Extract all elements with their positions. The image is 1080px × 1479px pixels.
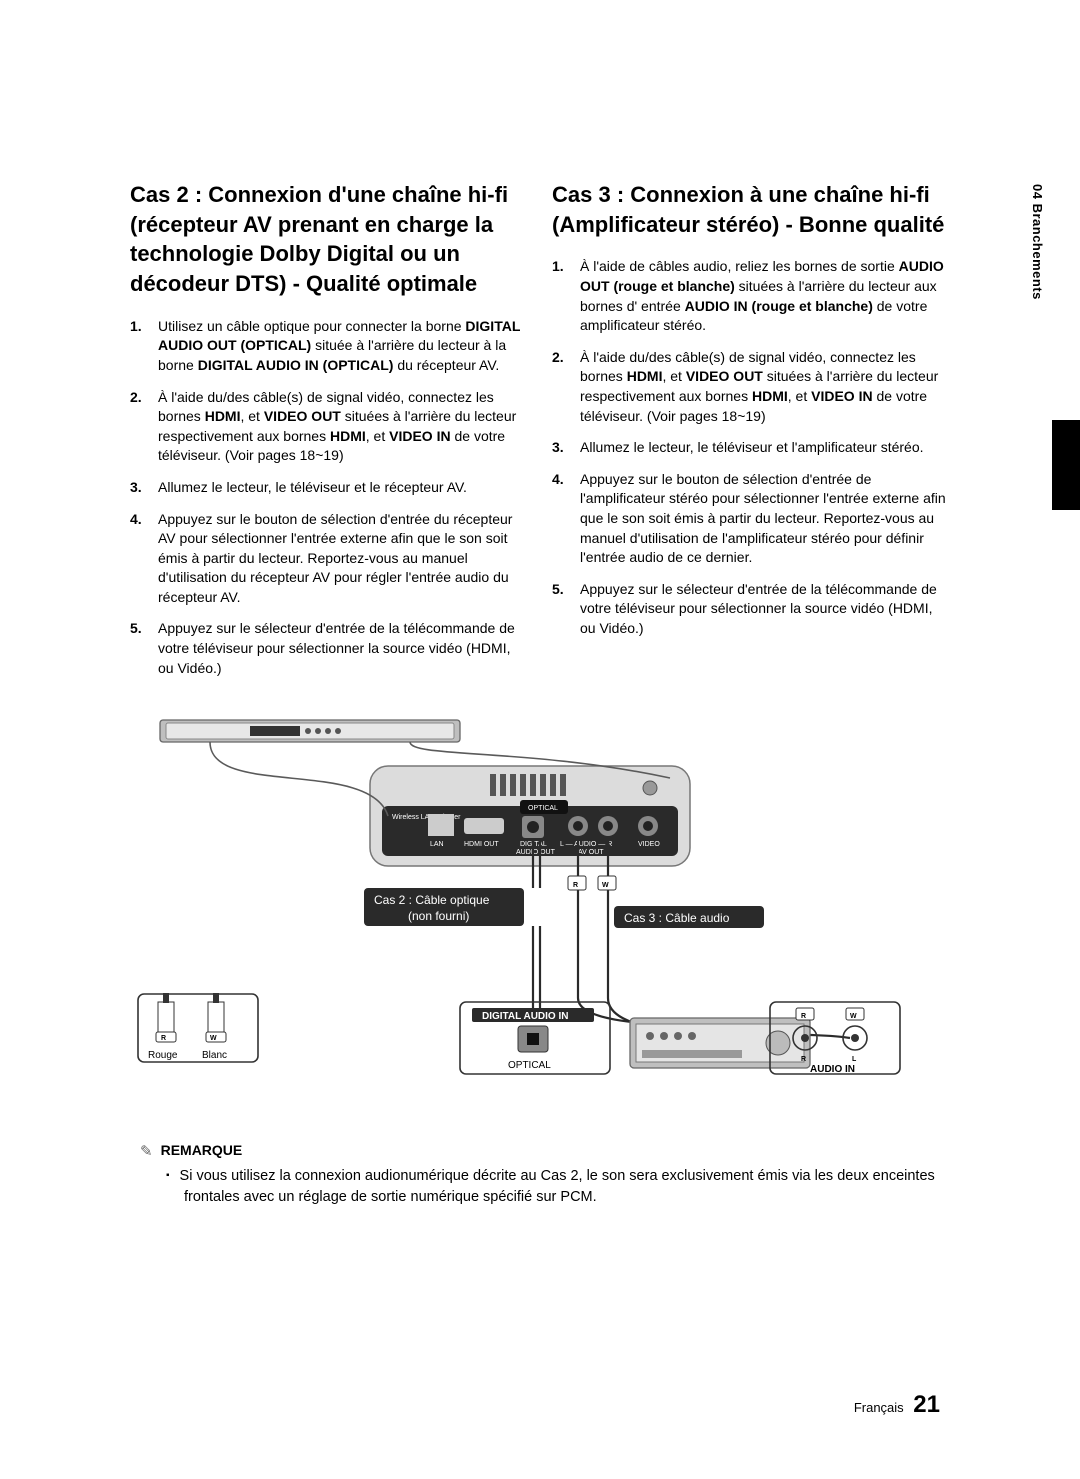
svg-text:Rouge: Rouge [148, 1050, 178, 1061]
step: À l'aide du/des câble(s) de signal vidéo… [130, 388, 528, 466]
step: Appuyez sur le sélecteur d'entrée de la … [130, 619, 528, 678]
svg-text:AV OUT: AV OUT [578, 849, 604, 856]
svg-text:R: R [573, 882, 578, 889]
footer-lang: Français [854, 1400, 904, 1415]
page-content: Cas 2 : Connexion d'une chaîne hi-fi (ré… [0, 0, 1080, 1267]
svg-text:HDMI OUT: HDMI OUT [464, 841, 499, 848]
svg-text:OPTICAL: OPTICAL [508, 1060, 551, 1071]
svg-text:OPTICAL: OPTICAL [528, 805, 558, 812]
note-label: REMARQUE [161, 1142, 243, 1158]
step: Utilisez un câble optique pour connecter… [130, 317, 528, 376]
svg-text:R: R [801, 1013, 806, 1020]
step: Appuyez sur le sélecteur d'entrée de la … [552, 580, 950, 639]
connection-diagram: Wireless LAN Adapter LAN HDMI OUT OPTICA… [130, 718, 950, 1128]
svg-text:DIGITAL AUDIO IN: DIGITAL AUDIO IN [482, 1011, 568, 1022]
step: À l'aide du/des câble(s) de signal vidéo… [552, 348, 950, 426]
page-footer: Français 21 [854, 1391, 940, 1419]
step: À l'aide de câbles audio, reliez les bor… [552, 257, 950, 335]
step: Allumez le lecteur, le téléviseur et le … [130, 478, 528, 498]
steps-case2: Utilisez un câble optique pour connecter… [130, 317, 528, 679]
svg-text:W: W [210, 1035, 217, 1042]
svg-text:AUDIO IN: AUDIO IN [810, 1064, 855, 1075]
svg-text:AUDIO OUT: AUDIO OUT [516, 849, 556, 856]
svg-text:R: R [161, 1035, 166, 1042]
note-icon: ✎ [140, 1142, 153, 1160]
column-case2: Cas 2 : Connexion d'une chaîne hi-fi (ré… [130, 180, 528, 690]
svg-text:LAN: LAN [430, 841, 444, 848]
heading-case3: Cas 3 : Connexion à une chaîne hi-fi (Am… [552, 180, 950, 239]
svg-text:L — AUDIO — R: L — AUDIO — R [560, 841, 612, 848]
step: Appuyez sur le bouton de sélection d'ent… [130, 510, 528, 608]
steps-case3: À l'aide de câbles audio, reliez les bor… [552, 257, 950, 638]
note-body: Si vous utilisez la connexion audionumér… [130, 1166, 950, 1207]
svg-text:VIDEO: VIDEO [638, 841, 660, 848]
svg-text:Cas 3 : Câble audio: Cas 3 : Câble audio [624, 911, 730, 925]
column-case3: Cas 3 : Connexion à une chaîne hi-fi (Am… [552, 180, 950, 690]
svg-text:L: L [852, 1056, 857, 1063]
svg-text:Blanc: Blanc [202, 1050, 227, 1061]
step: Allumez le lecteur, le téléviseur et l'a… [552, 438, 950, 458]
note-row: ✎ REMARQUE [130, 1142, 950, 1160]
svg-text:R: R [801, 1056, 806, 1063]
diagram-svg: Wireless LAN Adapter LAN HDMI OUT OPTICA… [130, 718, 950, 1128]
svg-text:Cas 2 : Câble optique: Cas 2 : Câble optique [374, 893, 490, 907]
heading-case2: Cas 2 : Connexion d'une chaîne hi-fi (ré… [130, 180, 528, 299]
svg-text:W: W [850, 1013, 857, 1020]
step: Appuyez sur le bouton de sélection d'ent… [552, 470, 950, 568]
footer-page-number: 21 [913, 1391, 940, 1418]
svg-text:W: W [602, 882, 609, 889]
svg-text:(non fourni): (non fourni) [408, 909, 469, 923]
